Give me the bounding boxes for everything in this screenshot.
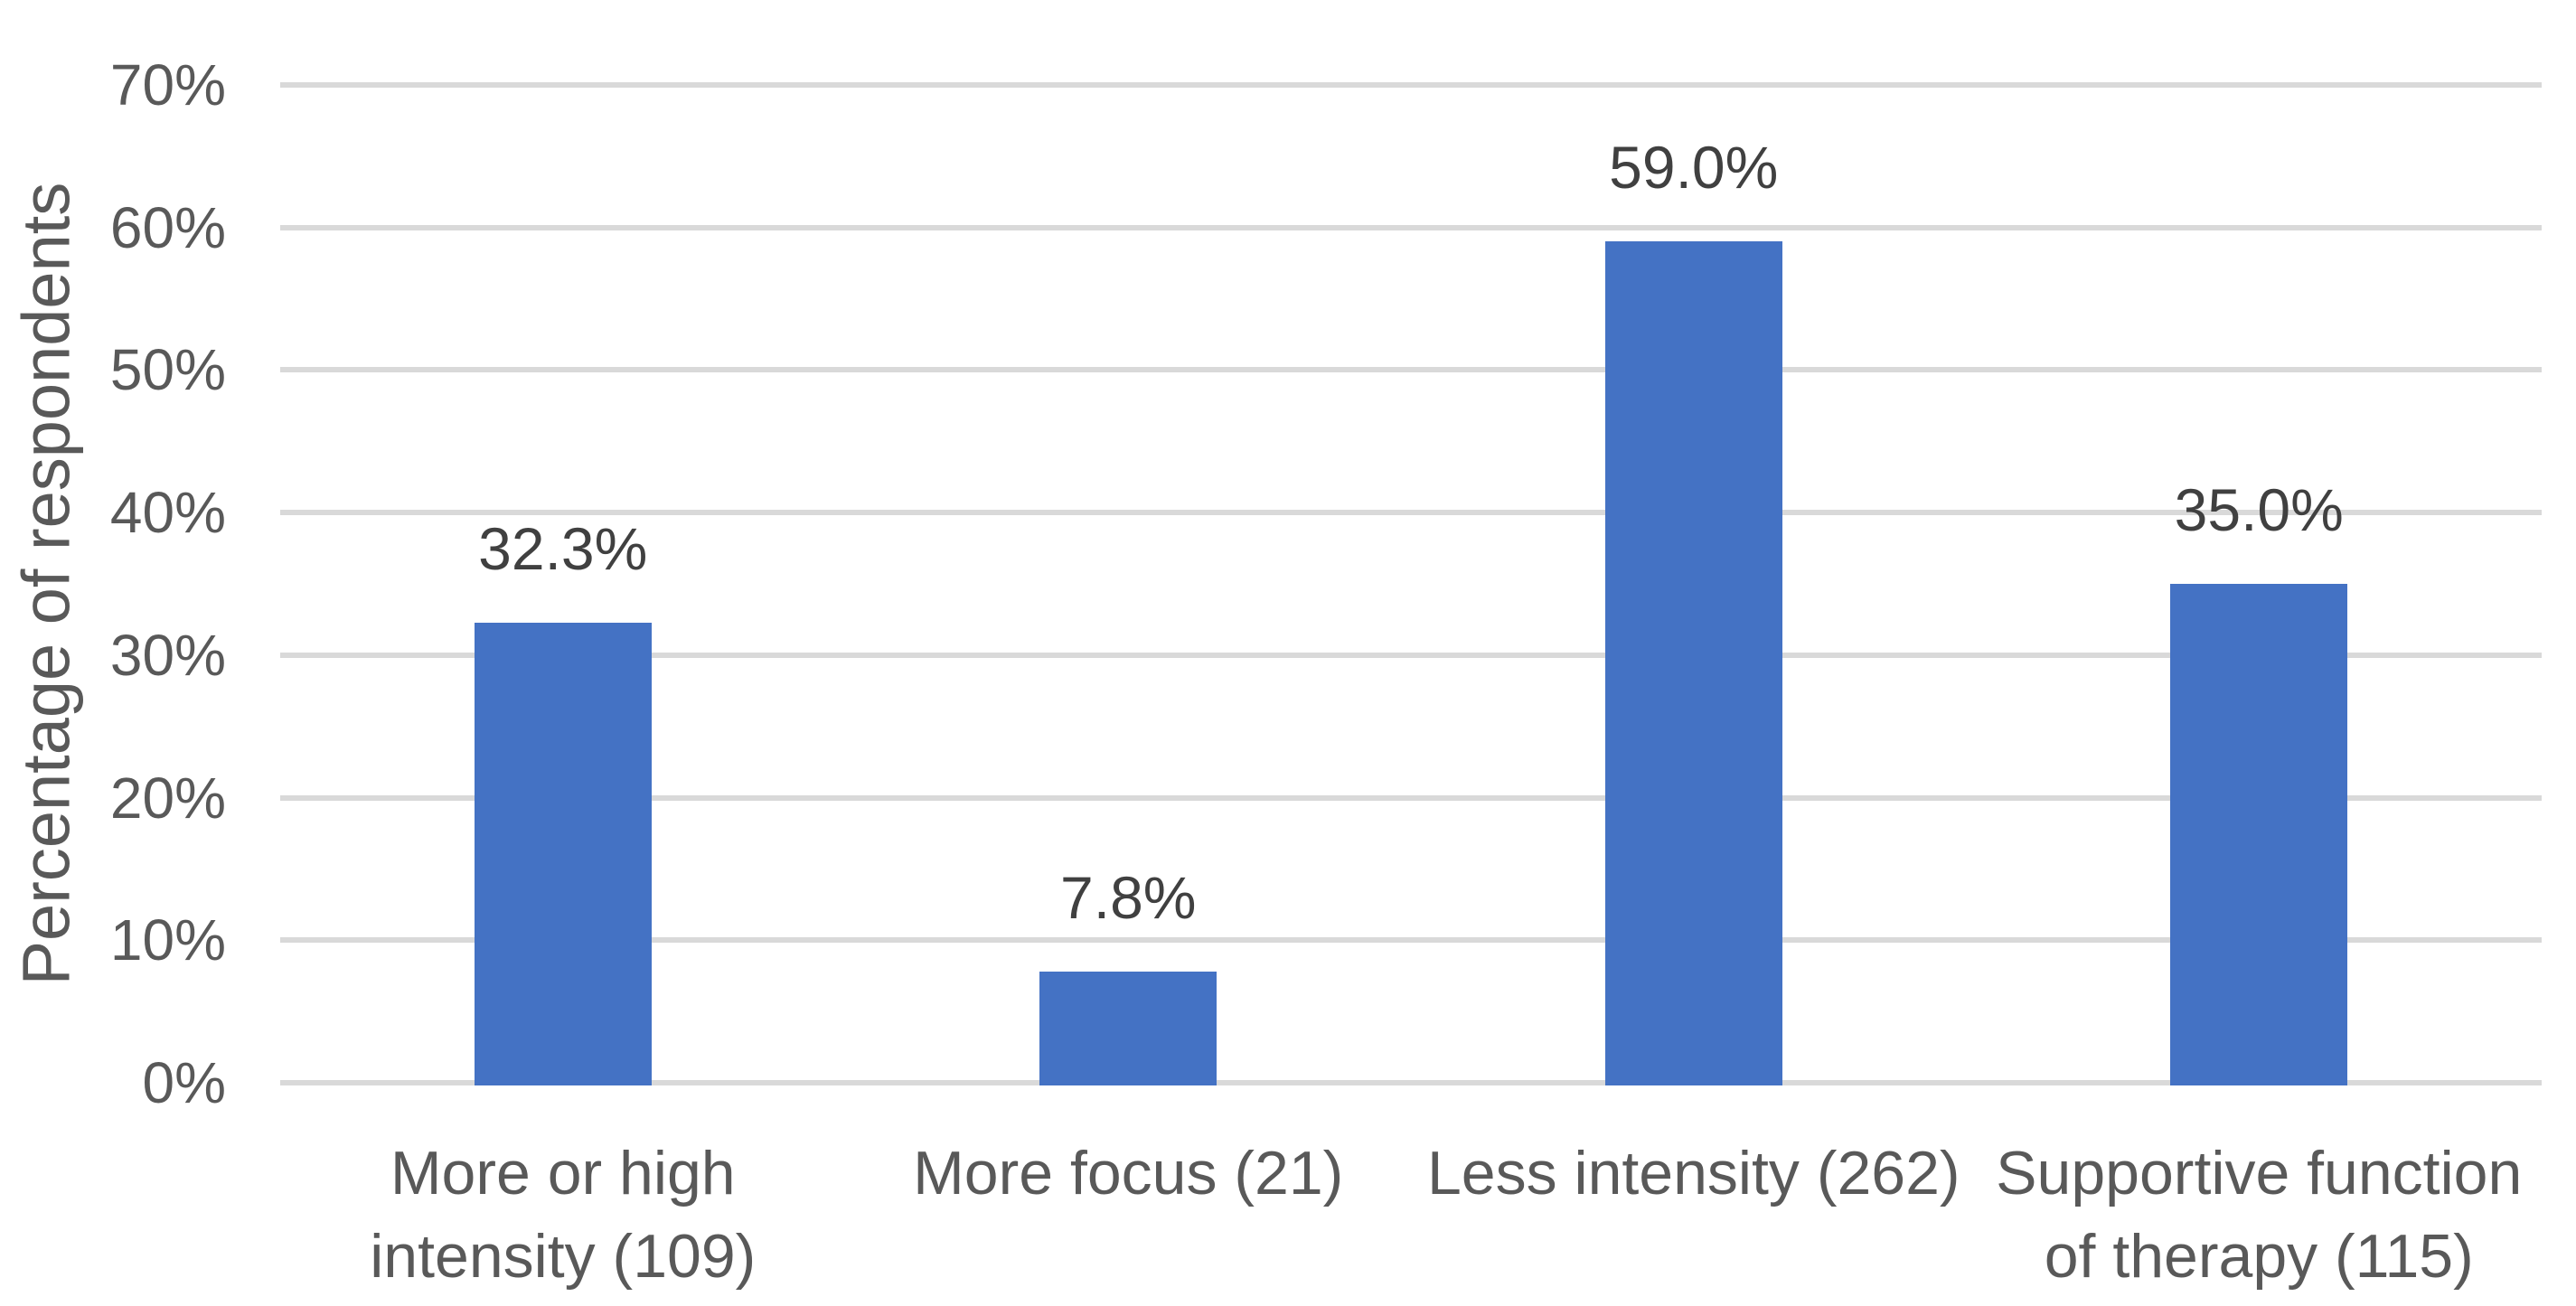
category-label: Supportive function of therapy (115) [1996,1139,2523,1291]
bar [2170,584,2348,1085]
gridline [280,937,2542,944]
y-tick-label: 50% [109,337,226,403]
bar-value-label: 59.0% [1609,134,1779,202]
bar [1604,241,1782,1085]
y-tick-label: 60% [109,194,226,260]
y-axis-title: Percentage of respondents [8,182,84,986]
bar-value-label: 32.3% [478,514,648,582]
gridline [280,794,2542,801]
category-label: Less intensity (262) [1426,1139,1960,1207]
bar-value-label: 7.8% [1060,863,1197,931]
gridline [280,367,2542,373]
y-tick-label: 30% [109,622,226,688]
gridline [280,510,2542,516]
gridline [280,82,2542,88]
bar [1039,971,1217,1085]
y-tick-label: 70% [109,52,226,117]
gridline [280,652,2542,658]
bar-value-label: 35.0% [2174,476,2344,543]
y-tick-label: 10% [109,907,226,973]
y-tick-label: 40% [109,480,226,546]
gridline [280,1080,2542,1085]
y-tick-label: 0% [142,1050,227,1115]
category-label: More focus (21) [913,1139,1344,1207]
gridline [280,224,2542,230]
category-label: More or high intensity (109) [370,1139,757,1291]
y-tick-label: 20% [109,765,226,831]
bar [474,622,652,1085]
